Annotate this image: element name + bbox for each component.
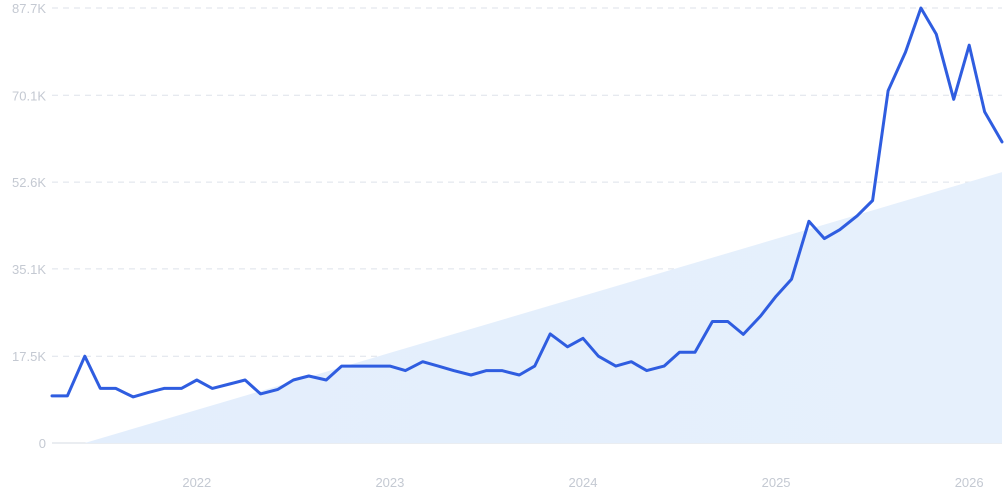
- trend-area: [84, 172, 1003, 443]
- y-tick-label: 0: [39, 436, 46, 451]
- trend-area-fill: [84, 172, 1003, 443]
- x-tick-label: 2024: [569, 475, 598, 490]
- x-axis-ticks: 2022 2023 2024 2025 2026: [182, 475, 983, 490]
- series-line: [50, 6, 1004, 399]
- y-tick-label: 70.1K: [12, 88, 46, 103]
- y-axis-ticks: 0 17.5K 35.1K 52.6K 70.1K 87.7K: [12, 1, 46, 451]
- series-lines: [50, 6, 1004, 399]
- x-tick-label: 2026: [955, 475, 984, 490]
- x-tick-label: 2025: [762, 475, 791, 490]
- y-tick-label: 52.6K: [12, 175, 46, 190]
- x-tick-label: 2023: [375, 475, 404, 490]
- y-tick-label: 17.5K: [12, 349, 46, 364]
- y-tick-label: 87.7K: [12, 1, 46, 16]
- y-tick-label: 35.1K: [12, 262, 46, 277]
- x-tick-label: 2022: [182, 475, 211, 490]
